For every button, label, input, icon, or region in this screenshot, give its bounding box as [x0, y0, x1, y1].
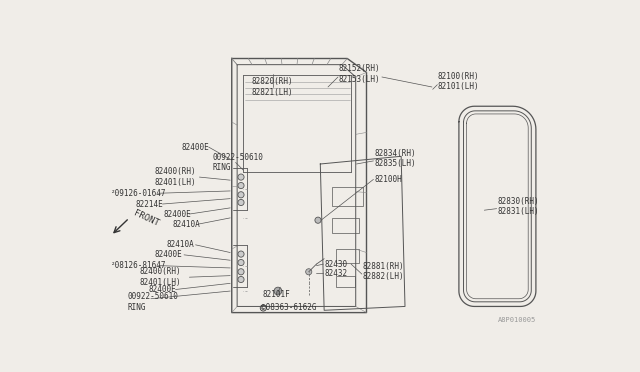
- Text: 82834(RH)
82835(LH): 82834(RH) 82835(LH): [374, 149, 416, 168]
- Text: 82400E: 82400E: [164, 209, 192, 218]
- Circle shape: [238, 183, 244, 189]
- Circle shape: [238, 199, 244, 206]
- Text: A8P010005: A8P010005: [498, 317, 536, 323]
- Bar: [336, 249, 359, 263]
- Circle shape: [238, 174, 244, 180]
- Circle shape: [238, 269, 244, 275]
- Text: 82100(RH)
82101(LH): 82100(RH) 82101(LH): [437, 72, 479, 91]
- Text: 82152(RH)
82153(LH): 82152(RH) 82153(LH): [338, 64, 380, 84]
- Text: 82432: 82432: [324, 269, 348, 278]
- Text: 82100H: 82100H: [374, 175, 402, 184]
- Text: 82400E: 82400E: [182, 142, 209, 151]
- Text: FRONT: FRONT: [132, 208, 160, 228]
- Text: 82400E: 82400E: [148, 285, 177, 294]
- Circle shape: [238, 260, 244, 266]
- Text: ²08126-81647: ²08126-81647: [111, 261, 166, 270]
- Text: ²09126-01647: ²09126-01647: [111, 189, 166, 198]
- Circle shape: [274, 287, 282, 295]
- Text: 82410A: 82410A: [172, 219, 200, 228]
- Text: 00922-50610
RING: 00922-50610 RING: [212, 153, 264, 172]
- Circle shape: [238, 276, 244, 283]
- Text: 82400(RH)
82401(LH): 82400(RH) 82401(LH): [140, 267, 181, 287]
- Circle shape: [238, 251, 244, 257]
- Text: 82430: 82430: [324, 260, 348, 269]
- Text: 82400(RH)
82401(LH): 82400(RH) 82401(LH): [155, 167, 196, 187]
- Text: 82214E: 82214E: [136, 199, 163, 209]
- Text: 82820(RH)
82821(LH): 82820(RH) 82821(LH): [251, 77, 292, 97]
- Text: 82830(RH)
82831(LH): 82830(RH) 82831(LH): [497, 197, 539, 216]
- Text: 82881(RH)
82882(LH): 82881(RH) 82882(LH): [363, 262, 404, 282]
- Bar: [336, 276, 355, 287]
- Bar: [332, 218, 359, 233]
- Text: ©08363-6162G: ©08363-6162G: [261, 304, 317, 312]
- Circle shape: [238, 192, 244, 198]
- Circle shape: [315, 217, 321, 223]
- Text: 82101F: 82101F: [262, 291, 291, 299]
- Circle shape: [306, 269, 312, 275]
- Text: 82400E: 82400E: [155, 250, 182, 259]
- Text: 82410A: 82410A: [166, 240, 194, 249]
- Bar: [332, 187, 363, 206]
- Text: 00922-50610
RING: 00922-50610 RING: [128, 292, 179, 311]
